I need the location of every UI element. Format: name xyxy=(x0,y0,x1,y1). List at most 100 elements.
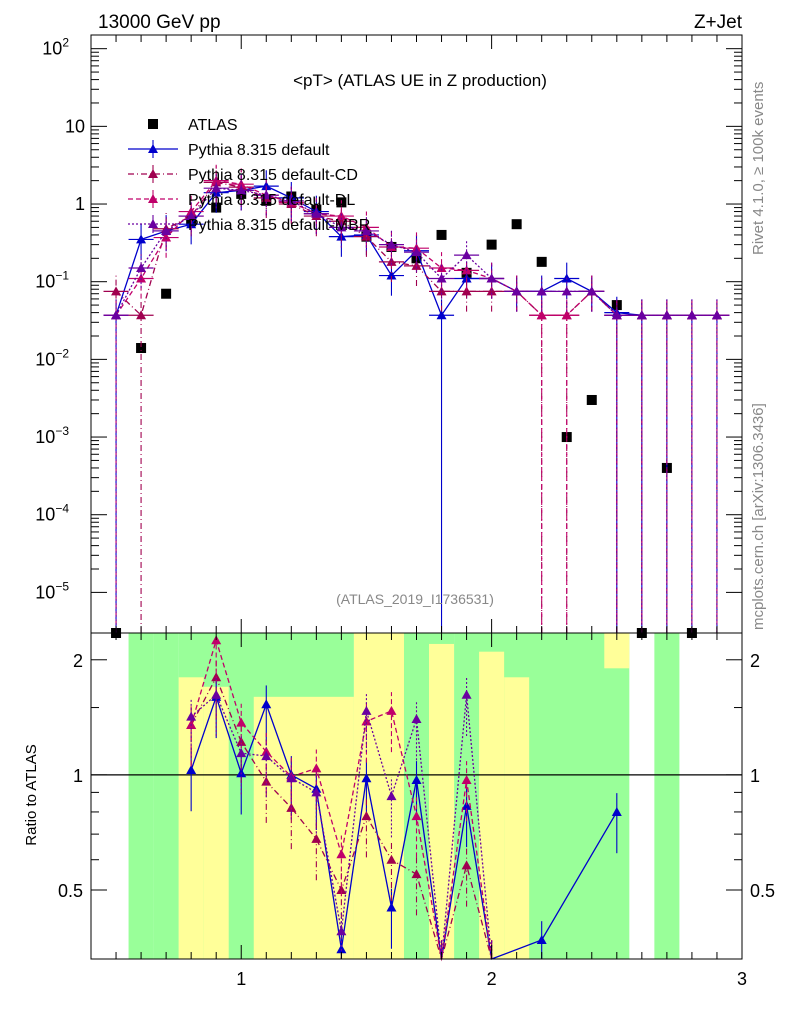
series-marker xyxy=(561,286,572,296)
series-marker xyxy=(261,190,272,200)
plot-title: <pT> (ATLAS UE in Z production) xyxy=(293,71,547,90)
main-plot: 102 10 1 10−1 10−2 10−3 10−4 10−5 xyxy=(35,35,742,638)
y-tick-label: 102 xyxy=(42,36,69,59)
ratio-y-tick-label-right: 0.5 xyxy=(750,881,775,901)
y-tick-label: 10−5 xyxy=(35,579,69,602)
ratio-marker xyxy=(261,751,272,761)
series-marker xyxy=(711,310,722,320)
ratio-marker xyxy=(461,860,472,870)
legend-marker-atlas xyxy=(148,119,158,129)
ratio-ylabel: Ratio to ATLAS xyxy=(23,744,40,845)
uncertainty-band xyxy=(128,633,154,959)
series-marker xyxy=(636,310,647,320)
y-tick-label: 1 xyxy=(75,194,85,214)
atlas-point xyxy=(511,219,522,230)
series-marker xyxy=(686,310,697,320)
series-marker xyxy=(461,250,472,260)
atlas-point xyxy=(486,239,497,250)
series-marker xyxy=(161,232,172,242)
series-marker xyxy=(161,225,172,235)
series-marker xyxy=(136,273,147,283)
series-marker xyxy=(386,239,397,249)
ratio-marker xyxy=(336,926,347,936)
atlas-point xyxy=(161,288,172,299)
series-marker xyxy=(436,273,447,283)
ratio-marker xyxy=(186,711,197,721)
series-marker xyxy=(586,286,597,296)
ratio-marker xyxy=(461,689,472,699)
x-tick-label: 1 xyxy=(236,969,246,989)
series-marker xyxy=(236,179,247,189)
legend: ATLAS Pythia 8.315 default Pythia 8.315 de… xyxy=(128,117,370,234)
ratio-marker xyxy=(311,763,322,773)
ratio-marker xyxy=(211,689,222,699)
ratio-marker xyxy=(236,717,247,727)
y-tick-label: 10−3 xyxy=(35,424,69,447)
uncertainty-band xyxy=(654,633,680,959)
ratio-marker xyxy=(336,884,347,894)
ratio-marker xyxy=(186,764,197,774)
atlas-point xyxy=(436,229,447,240)
ratio-marker xyxy=(411,774,422,784)
ratio-marker xyxy=(361,773,372,783)
legend-marker xyxy=(148,169,158,178)
series-marker xyxy=(536,310,547,320)
series-marker xyxy=(386,256,397,266)
series-marker xyxy=(211,183,222,193)
uncertainty-band xyxy=(253,696,354,959)
y-tick-label: 10−2 xyxy=(35,346,69,369)
atlas-point xyxy=(586,394,597,405)
y-tick-label: 10−1 xyxy=(35,269,69,292)
ratio-y-tick-label-right: 2 xyxy=(750,651,760,671)
series-marker xyxy=(336,222,347,232)
legend-marker xyxy=(148,219,158,228)
watermark-label: (ATLAS_2019_I1736531) xyxy=(336,591,494,607)
series-marker xyxy=(386,270,397,280)
legend-label: Pythia 8.315 default-MBR xyxy=(188,217,370,234)
x-tick-label: 2 xyxy=(487,969,497,989)
series-marker xyxy=(461,286,472,296)
series-marker xyxy=(136,310,147,320)
ratio-y-tick-label: 2 xyxy=(73,651,83,671)
ratio-marker xyxy=(336,944,347,954)
ratio-marker xyxy=(411,869,422,879)
y-tick-label: 10 xyxy=(65,116,85,136)
ratio-y-tick-label-right: 1 xyxy=(750,766,760,786)
ratio-marker xyxy=(311,787,322,797)
ratio-marker xyxy=(261,699,272,709)
series-marker xyxy=(111,310,122,320)
legend-marker xyxy=(148,194,158,203)
legend-label: Pythia 8.315 default xyxy=(188,142,330,159)
uncertainty-band xyxy=(153,633,179,959)
ratio-marker xyxy=(386,902,397,912)
series-marker xyxy=(136,263,147,273)
mcplots-label: mcplots.cern.ch [arXiv:1306.3436] xyxy=(750,403,767,630)
ratio-marker xyxy=(361,705,372,715)
header-right: Z+Jet xyxy=(694,12,743,33)
series-marker xyxy=(536,286,547,296)
ratio-marker xyxy=(386,705,397,715)
series-marker xyxy=(486,286,497,296)
ratio-marker xyxy=(461,774,472,784)
uncertainty-band xyxy=(504,677,530,959)
series-marker xyxy=(436,286,447,296)
legend-label: Pythia 8.315 default-DL xyxy=(188,192,355,209)
ratio-marker xyxy=(536,935,547,945)
series-marker xyxy=(561,310,572,320)
rivet-label: Rivet 4.1.0, ≥ 100k events xyxy=(750,82,767,255)
series-marker xyxy=(511,286,522,296)
ratio-marker xyxy=(336,849,347,859)
series-marker xyxy=(436,263,447,273)
uncertainty-band xyxy=(479,651,505,959)
ratio-marker xyxy=(461,800,472,810)
legend-label: ATLAS xyxy=(188,117,238,134)
atlas-point xyxy=(536,256,547,267)
series-marker xyxy=(361,225,372,235)
ratio-plot: 2 2 1 1 0.5 0.5 1 2 3 xyxy=(58,633,775,989)
ratio-marker xyxy=(411,714,422,724)
header-left: 13000 GeV pp xyxy=(98,12,221,33)
uncertainty-band xyxy=(353,633,404,959)
ratio-marker xyxy=(386,791,397,801)
legend-marker xyxy=(148,144,158,153)
ratio-y-tick-label: 0.5 xyxy=(58,881,83,901)
